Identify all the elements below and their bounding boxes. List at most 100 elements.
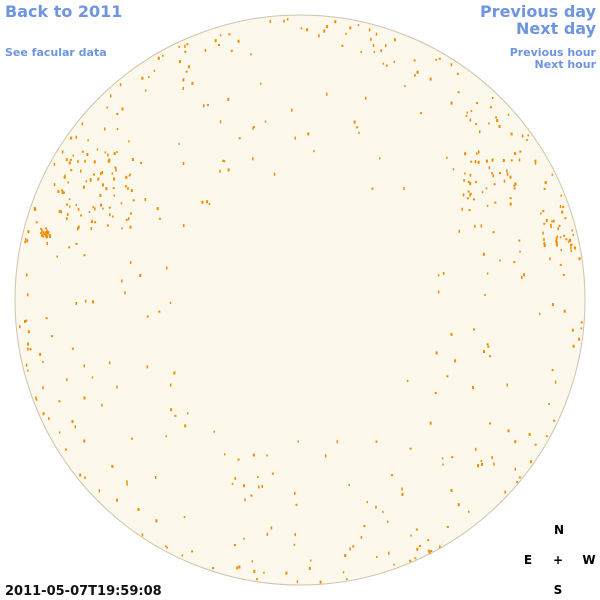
previous-day-link[interactable]: Previous day: [480, 2, 597, 21]
facula: [468, 209, 471, 212]
facula: [155, 519, 158, 523]
facula: [294, 491, 296, 495]
facula: [70, 169, 73, 172]
previous-hour-link[interactable]: Previous hour: [510, 46, 597, 59]
facula: [393, 60, 395, 63]
facula: [442, 463, 444, 466]
facula: [129, 261, 132, 265]
back-link[interactable]: Back to 2011: [5, 2, 122, 21]
facular-data-link[interactable]: See facular data: [5, 46, 107, 59]
facula: [543, 238, 545, 241]
facula: [162, 54, 164, 57]
facula: [484, 293, 486, 296]
facula: [438, 57, 441, 60]
facula: [223, 160, 226, 163]
facula: [416, 547, 419, 551]
facula: [84, 159, 86, 163]
facula: [528, 432, 531, 436]
facula: [371, 187, 374, 190]
facula: [257, 476, 259, 478]
facula: [115, 168, 117, 172]
facula: [368, 28, 371, 32]
facula: [555, 244, 558, 247]
facula: [132, 199, 135, 202]
facula: [476, 102, 478, 105]
facula: [120, 202, 123, 205]
facula: [170, 408, 173, 412]
facula: [391, 474, 393, 477]
facula: [446, 526, 449, 528]
facula: [24, 320, 26, 323]
facula: [264, 120, 267, 123]
facula: [61, 189, 64, 192]
facula: [503, 179, 506, 183]
facula: [559, 236, 562, 239]
facula: [107, 153, 109, 157]
facula: [570, 249, 572, 252]
facula: [252, 126, 254, 130]
facula: [116, 385, 118, 389]
facula: [104, 151, 107, 154]
facula: [435, 351, 438, 355]
facula: [111, 464, 114, 468]
facula: [499, 259, 501, 262]
facula: [119, 83, 122, 87]
facula: [357, 24, 360, 27]
facula: [137, 508, 140, 511]
facula: [89, 178, 92, 181]
facula: [42, 233, 44, 236]
facula: [434, 392, 437, 394]
facula: [174, 414, 177, 417]
facula: [406, 379, 409, 382]
facula: [509, 197, 512, 200]
facula: [522, 273, 525, 277]
facula: [513, 261, 516, 264]
facula: [554, 380, 557, 384]
facula: [527, 134, 529, 137]
facula: [75, 204, 77, 207]
facula: [570, 243, 573, 246]
facula: [429, 77, 432, 81]
facula: [92, 300, 94, 304]
facula: [385, 44, 387, 48]
facula: [93, 173, 95, 176]
facula: [572, 233, 574, 236]
facula: [77, 225, 80, 229]
next-hour-link[interactable]: Next hour: [535, 58, 597, 71]
facula: [83, 439, 86, 443]
facula: [124, 185, 127, 188]
facula: [27, 342, 30, 346]
facula: [208, 203, 211, 206]
facula: [101, 171, 104, 175]
facula: [236, 566, 239, 570]
facula: [66, 203, 68, 206]
facula: [550, 223, 552, 227]
facula: [27, 230, 30, 234]
facula: [65, 158, 68, 162]
facula: [346, 578, 348, 581]
facula: [285, 571, 288, 575]
facula: [480, 459, 483, 462]
facula: [375, 440, 378, 443]
facula: [475, 447, 477, 451]
facula: [493, 462, 495, 466]
facula: [266, 454, 268, 457]
facula: [83, 396, 86, 400]
facula: [26, 273, 28, 277]
facula: [140, 161, 142, 164]
facula: [283, 19, 285, 23]
facula: [61, 191, 64, 194]
facula: [191, 81, 194, 85]
facula: [454, 359, 457, 363]
facula: [469, 193, 471, 197]
facula: [253, 569, 256, 573]
facula: [29, 348, 32, 351]
facula: [157, 56, 160, 60]
facula: [458, 229, 460, 233]
facula: [42, 361, 44, 363]
next-day-link[interactable]: Next day: [516, 19, 597, 38]
facula: [560, 249, 562, 252]
facula: [88, 211, 91, 214]
facula: [219, 120, 222, 124]
